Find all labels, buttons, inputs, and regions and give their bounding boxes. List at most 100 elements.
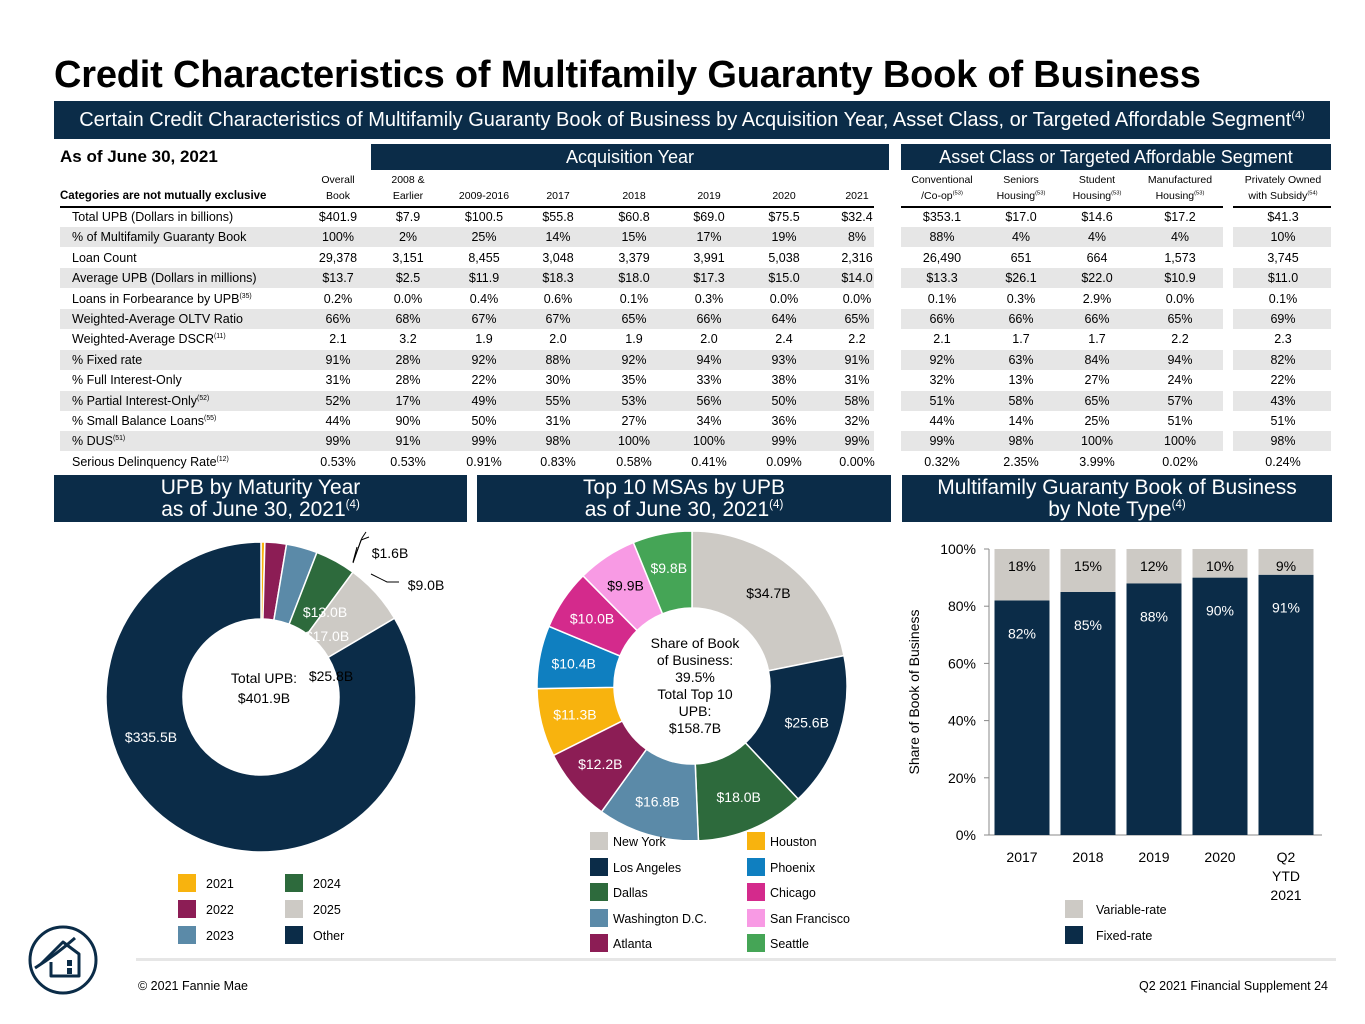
column-header-line1: Privately Owned xyxy=(1244,174,1322,186)
bar-value-label: 85% xyxy=(1074,617,1102,633)
table-cell: 0.53% xyxy=(390,454,426,469)
table-cell: 34% xyxy=(696,414,722,428)
legend-label-2025: 2025 xyxy=(313,903,341,917)
y-tick-label: 100% xyxy=(940,541,976,557)
table-cell: $14.6 xyxy=(1081,210,1113,224)
row-shade xyxy=(901,268,1223,289)
table-cell: $10.9 xyxy=(1164,271,1196,286)
y-tick-label: 40% xyxy=(948,713,976,729)
row-shade xyxy=(1233,390,1331,411)
donut-label-2022: $9.0B xyxy=(408,577,445,593)
table-cell: 28% xyxy=(395,352,421,367)
table-cell: 51% xyxy=(929,393,955,408)
x-tick-label: 2021 xyxy=(1270,887,1301,903)
table-cell: 99% xyxy=(929,434,955,449)
donut-label-dallas: $18.0B xyxy=(717,789,761,805)
note-type-bar-chart: 0% 20% 40% 60% 80% 100% Share of Book of Busin… xyxy=(906,541,1322,903)
legend-swatch-fixed-rate xyxy=(1065,926,1083,944)
row-shade xyxy=(60,309,874,329)
legend-label-msa: Seattle xyxy=(770,937,809,951)
legend-swatch-other xyxy=(285,926,303,944)
table-cell: $2.5 xyxy=(395,271,421,286)
legend-label-msa: Washington D.C. xyxy=(613,911,708,926)
row-label: % of Multifamily Guaranty Book xyxy=(72,230,247,245)
column-header-line2: 2009-2016 xyxy=(458,190,510,202)
legend-label-msa: New York xyxy=(613,835,666,849)
table-cell: $13.7 xyxy=(322,271,354,286)
legend-swatch-msa xyxy=(590,908,608,927)
table-cell: 3.99% xyxy=(1079,454,1115,469)
bar-fixed-rate xyxy=(1060,591,1116,835)
table-cell: 66% xyxy=(929,312,955,326)
as-of-date: As of June 30, 2021 xyxy=(60,147,218,166)
panel-note-type-header: Multifamily Guaranty Book of Business by… xyxy=(902,475,1332,522)
row-label: Loan Count xyxy=(72,250,137,265)
table-cell: 0.32% xyxy=(924,454,960,469)
donut-label-new-york: $34.7B xyxy=(746,585,790,601)
footer-page-info: Q2 2021 Financial Supplement 24 xyxy=(1138,979,1328,993)
row-label: Weighted-Average DSCR(11) xyxy=(72,332,226,347)
table-cell: $353.1 xyxy=(922,210,962,224)
column-header-line2: Housing(53) xyxy=(996,190,1046,202)
table-cell: 664 xyxy=(1086,250,1108,265)
legend-label-2021: 2021 xyxy=(206,877,234,891)
msa-donut-chart: $34.7B $25.6B $18.0B $16.8B $12.2B $11.3B $10.… xyxy=(536,530,848,840)
footer-copyright: © 2021 Fannie Mae xyxy=(138,979,248,993)
subtitle-banner: Certain Credit Characteristics of Multif… xyxy=(54,101,1330,139)
maturity-donut-chart: $13.0B $17.0B $25.8B $335.5B $1.6B $9.0B Total… xyxy=(105,531,445,853)
table-cell: 43% xyxy=(1270,393,1296,408)
table-cell: 1,573 xyxy=(1164,250,1196,265)
y-tick-label: 80% xyxy=(948,598,976,614)
table-cell: 1.7 xyxy=(1088,332,1106,347)
table-cell: 2.4 xyxy=(775,332,793,347)
table-cell: 66% xyxy=(325,312,351,326)
table-cell: 0.6% xyxy=(543,291,573,306)
table-cell: 26,490 xyxy=(922,250,962,265)
row-shade xyxy=(1233,431,1331,452)
table-cell: 0.1% xyxy=(619,291,649,306)
table-cell: 67% xyxy=(545,312,571,326)
row-label: Weighted-Average OLTV Ratio xyxy=(72,312,243,326)
table-cell: $100.5 xyxy=(464,210,504,224)
column-header-line2: with Subsidy(54) xyxy=(1248,190,1318,202)
donut-slice-new-york xyxy=(691,530,845,672)
bar-fixed-rate xyxy=(1126,583,1182,835)
bar-value-label: 12% xyxy=(1140,558,1168,574)
donut-center-line: Share of Book xyxy=(651,635,741,651)
row-label: Serious Delinquency Rate(12) xyxy=(72,454,229,469)
subtitle-note: (4) xyxy=(1291,109,1305,122)
x-tick-label: 2019 xyxy=(1138,849,1169,865)
y-tick-label: 60% xyxy=(948,655,976,671)
table-cell: 0.09% xyxy=(766,454,802,469)
donut-center-line2: $401.9B xyxy=(238,690,290,706)
row-label: Total UPB (Dollars in billions) xyxy=(72,210,234,224)
donut-label-2025: $25.8B xyxy=(309,668,353,684)
legend-swatch-msa xyxy=(590,857,608,876)
table-cell: 17% xyxy=(395,393,421,408)
table-cell: 98% xyxy=(1008,434,1034,449)
table-cell: 22% xyxy=(471,373,497,388)
table-cell: 58% xyxy=(844,393,870,408)
x-tick-label: 2020 xyxy=(1204,849,1235,865)
legend-swatch-msa xyxy=(747,857,765,876)
table-cell: 3,151 xyxy=(392,250,424,265)
table-cell: 88% xyxy=(545,352,571,367)
table-cell: 66% xyxy=(696,312,722,326)
y-axis-label: Share of Book of Business xyxy=(906,610,922,775)
row-label: % Partial Interest-Only(52) xyxy=(72,393,210,408)
row-label: % Small Balance Loans(55) xyxy=(72,414,217,428)
legend-swatch-msa xyxy=(590,883,608,901)
legend-swatch-2023 xyxy=(178,926,196,944)
table-cell: 0.02% xyxy=(1162,454,1198,469)
x-tick-label: 2018 xyxy=(1072,849,1103,865)
table-cell: 14% xyxy=(1008,414,1034,428)
table-cell: 65% xyxy=(621,312,647,326)
table-cell: 0.83% xyxy=(540,454,576,469)
bar-fixed-rate xyxy=(1258,574,1314,835)
table-cell: 100% xyxy=(618,434,650,449)
row-shade xyxy=(901,349,1223,370)
table-cell: 57% xyxy=(1167,393,1193,408)
donut-center-line: Total Top 10 xyxy=(657,686,732,702)
header-rule-subsidy xyxy=(1233,206,1331,208)
table-cell: 0.0% xyxy=(393,291,423,306)
